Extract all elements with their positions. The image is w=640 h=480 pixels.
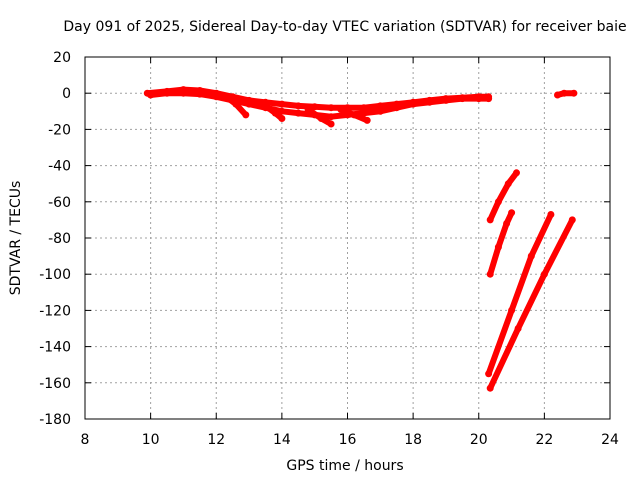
data-point [494, 198, 502, 206]
y-tick-label: -180 [39, 412, 71, 428]
data-point [212, 93, 220, 101]
y-tick-label: -100 [39, 267, 71, 283]
y-tick-label: -140 [39, 340, 71, 356]
data-point [458, 95, 466, 103]
data-point [222, 93, 230, 101]
data-point [337, 106, 345, 113]
y-tick-label: 0 [62, 86, 71, 102]
data-point [179, 89, 187, 97]
y-tick-label: -80 [48, 231, 71, 247]
data-point [486, 270, 494, 278]
chart-title: Day 091 of 2025, Sidereal Day-to-day VTE… [63, 19, 626, 35]
data-point [503, 220, 511, 227]
data-point [513, 169, 520, 177]
tick-layer: 8 10 12 14 16 18 20 22 24 20 0 -20 -40 -60 -80 -100 -120… [39, 50, 619, 448]
data-point [311, 103, 319, 111]
data-point [508, 209, 516, 217]
y-tick-label: -160 [39, 376, 71, 392]
data-point [540, 270, 548, 278]
data-point [527, 252, 535, 260]
x-tick-label: 8 [81, 432, 90, 448]
data-point [568, 216, 576, 224]
data-point [294, 102, 302, 110]
data-point [232, 100, 240, 108]
data-point [278, 107, 286, 115]
x-tick-label: 20 [470, 432, 488, 448]
y-axis-label: SDTVAR / TECUs [8, 181, 24, 296]
data-point [278, 115, 286, 122]
data-point [271, 109, 279, 117]
y-tick-label: -40 [48, 159, 71, 175]
data-point [245, 100, 253, 108]
data-point [409, 100, 417, 108]
x-tick-label: 12 [207, 432, 225, 448]
data-point [442, 96, 450, 104]
x-tick-label: 18 [404, 432, 422, 448]
data-point [360, 104, 368, 112]
series-track-long-1 [485, 211, 554, 377]
y-tick-label: -20 [48, 122, 71, 138]
x-tick-label: 14 [273, 432, 291, 448]
data-point [147, 91, 155, 99]
x-tick-label: 24 [601, 432, 619, 448]
data-point [393, 104, 401, 112]
data-point [278, 100, 286, 108]
x-axis-label: GPS time / hours [286, 458, 403, 474]
data-point [242, 111, 250, 119]
data-point [514, 325, 522, 332]
data-point [376, 107, 384, 115]
data-point [485, 370, 493, 378]
x-tick-label: 22 [535, 432, 553, 448]
data-point [327, 113, 335, 121]
data-point [350, 111, 358, 119]
x-tick-label: 10 [142, 432, 160, 448]
data-point [485, 95, 493, 103]
data-point [262, 102, 269, 110]
data-point [360, 109, 368, 117]
data-point [376, 102, 384, 110]
data-point [494, 243, 502, 251]
data-point [317, 115, 325, 122]
data-point [570, 89, 578, 97]
data-point [363, 116, 371, 124]
data-point [304, 106, 312, 113]
data-point [486, 384, 494, 392]
data-point [327, 104, 335, 112]
y-tick-label: -60 [48, 195, 71, 211]
data-point [327, 120, 335, 128]
data-point [547, 211, 555, 218]
series-track-steep-2 [487, 209, 515, 278]
series-track-long-2 [487, 216, 576, 392]
data-point [196, 90, 204, 98]
series-layer [143, 86, 578, 392]
data-point [554, 91, 561, 99]
series-track-steep-1 [487, 169, 520, 223]
y-tick-label: -120 [39, 303, 71, 319]
y-tick-label: 20 [53, 50, 71, 66]
data-point [163, 89, 171, 97]
data-point [426, 98, 433, 106]
data-point [504, 180, 512, 188]
data-point [560, 89, 568, 97]
data-point [294, 109, 302, 117]
data-point [486, 216, 494, 224]
data-point [508, 306, 516, 314]
x-tick-label: 16 [339, 432, 357, 448]
data-point [475, 95, 483, 103]
